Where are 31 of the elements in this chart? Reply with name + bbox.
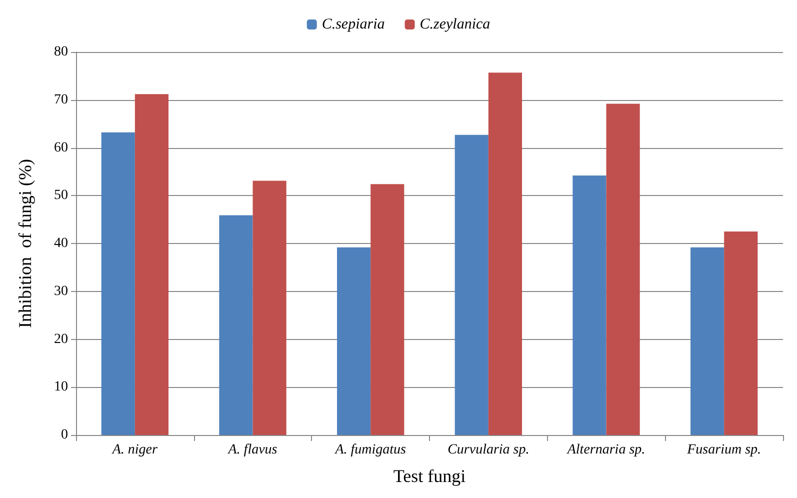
y-tick-label: 10: [54, 380, 68, 395]
y-tick-label: 30: [54, 284, 68, 299]
x-tick-label: A. flavus: [227, 442, 278, 458]
bar: [572, 176, 606, 435]
bar: [252, 180, 286, 435]
y-tick-label: 70: [54, 92, 68, 108]
y-tick-label: 20: [54, 332, 68, 347]
y-tick-label: 40: [54, 236, 68, 251]
x-tick-label: Alternaria sp.: [566, 442, 646, 458]
y-tick-label: 80: [54, 44, 68, 60]
y-tick-label: 60: [54, 140, 68, 156]
bar: [219, 215, 253, 435]
bar: [370, 184, 404, 435]
bar: [724, 232, 758, 435]
bar: [134, 94, 168, 435]
bar: [101, 132, 135, 435]
y-tick-label: 50: [54, 188, 68, 204]
x-axis-title: Test fungi: [393, 466, 466, 486]
y-tick-label: 0: [61, 428, 68, 442]
bar: [454, 134, 488, 435]
y-axis-title: Inhibition of fungi (%): [15, 159, 35, 328]
bar: [488, 72, 522, 435]
x-tick-label: A. niger: [111, 442, 158, 458]
legend-label: C.sepiaria: [322, 16, 385, 32]
legend-label: C.zeylanica: [420, 16, 490, 32]
bar: [606, 104, 640, 435]
x-tick-label: Fusarium sp.: [686, 442, 762, 458]
bar: [337, 247, 371, 435]
bar: [690, 247, 724, 435]
x-tick-label: A. fumigatus: [334, 442, 407, 458]
x-tick-label: Curvularia sp.: [448, 442, 530, 458]
